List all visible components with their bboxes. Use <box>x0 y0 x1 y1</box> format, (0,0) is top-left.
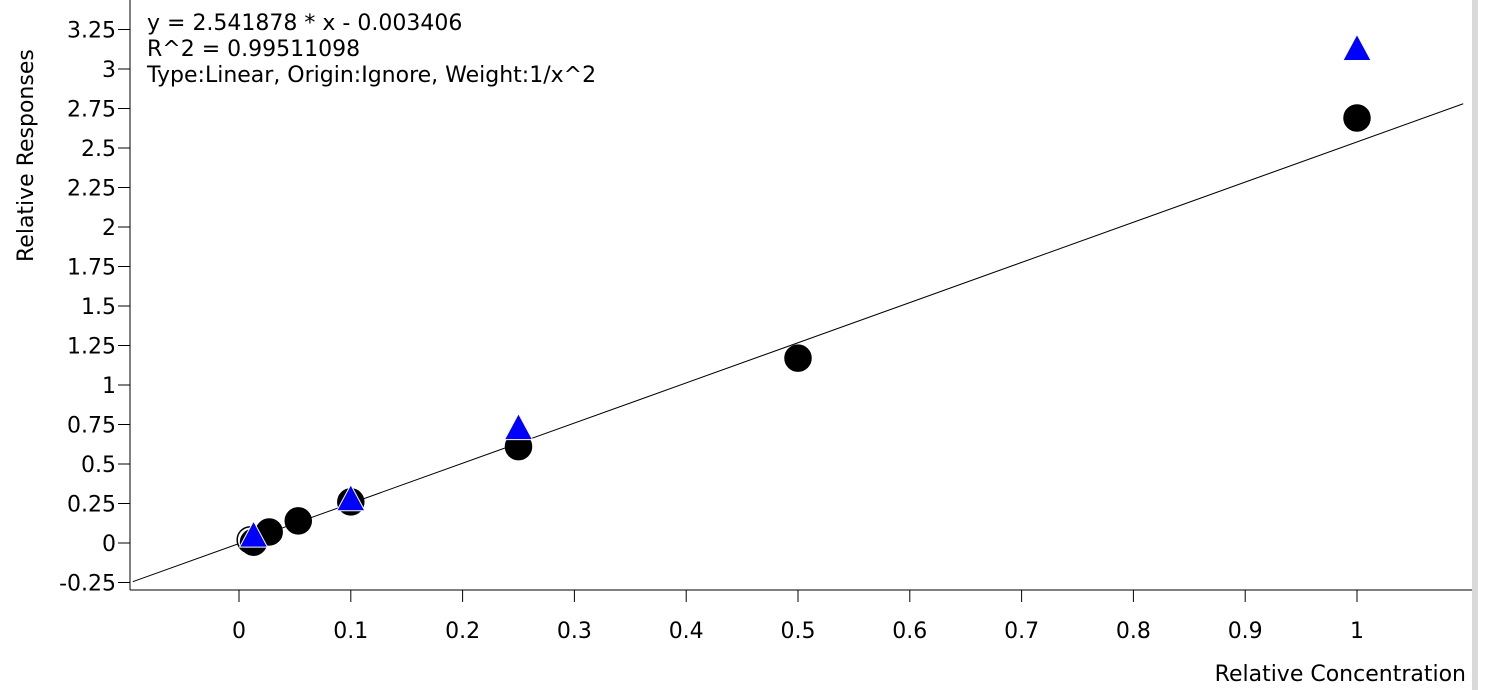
axes <box>129 0 1472 591</box>
y-tick-label: 2.75 <box>67 98 116 123</box>
y-tick-label: 0.25 <box>67 493 116 518</box>
triangle-point <box>238 520 269 548</box>
x-tick-label: 0.4 <box>669 619 704 644</box>
y-tick-label: 2 <box>102 216 116 241</box>
x-tick-label: 0.3 <box>557 619 592 644</box>
x-axis-label: Relative Concentration <box>1215 662 1466 687</box>
y-tick-label: 2.5 <box>81 137 116 162</box>
r-squared: R^2 = 0.99511098 <box>147 37 360 62</box>
fit-equation: y = 2.541878 * x - 0.003406 <box>147 11 462 36</box>
triangle-point <box>335 483 366 512</box>
data-points <box>236 33 1372 556</box>
x-tick-label: 0 <box>232 619 246 644</box>
x-tick-label: 0.6 <box>892 619 927 644</box>
y-tick-label: 3.25 <box>67 19 116 44</box>
triangle-point <box>503 412 534 441</box>
y-tick-label: -0.25 <box>59 572 116 597</box>
y-tick-label: 0.5 <box>81 453 116 478</box>
y-tick-label: 0 <box>102 532 116 557</box>
x-tick-label: 0.9 <box>1228 619 1263 644</box>
y-tick-label: 3 <box>102 58 116 83</box>
x-tick-label: 0.5 <box>781 619 816 644</box>
circle-point <box>1343 104 1371 132</box>
x-tick-label: 0.2 <box>445 619 480 644</box>
triangle-point <box>1342 33 1372 61</box>
y-axis-label: Relative Responses <box>14 49 39 262</box>
fit-settings: Type:Linear, Origin:Ignore, Weight:1/x^2 <box>146 63 596 88</box>
y-tick-label: 1.5 <box>81 295 116 320</box>
regression-line <box>132 103 1464 583</box>
x-tick-label: 0.1 <box>333 619 368 644</box>
circle-point <box>784 344 812 372</box>
ticks: -0.25 0 0.25 0.5 0.75 1 1.25 1.5 1.75 2 2.25 2.5 2.7… <box>59 19 1364 645</box>
equation-annotation: y = 2.541878 * x - 0.003406 R^2 = 0.9951… <box>146 11 596 88</box>
x-tick-label: 1 <box>1350 619 1364 644</box>
y-tick-label: 1 <box>102 374 116 399</box>
circle-point <box>284 507 313 535</box>
y-tick-label: 1.25 <box>67 335 116 360</box>
panel-border <box>1472 0 1478 690</box>
x-tick-label: 0.7 <box>1004 619 1039 644</box>
y-tick-label: 0.75 <box>67 414 116 439</box>
y-tick-label: 2.25 <box>67 177 116 202</box>
x-tick-label: 0.8 <box>1116 619 1151 644</box>
y-tick-label: 1.75 <box>67 256 116 281</box>
